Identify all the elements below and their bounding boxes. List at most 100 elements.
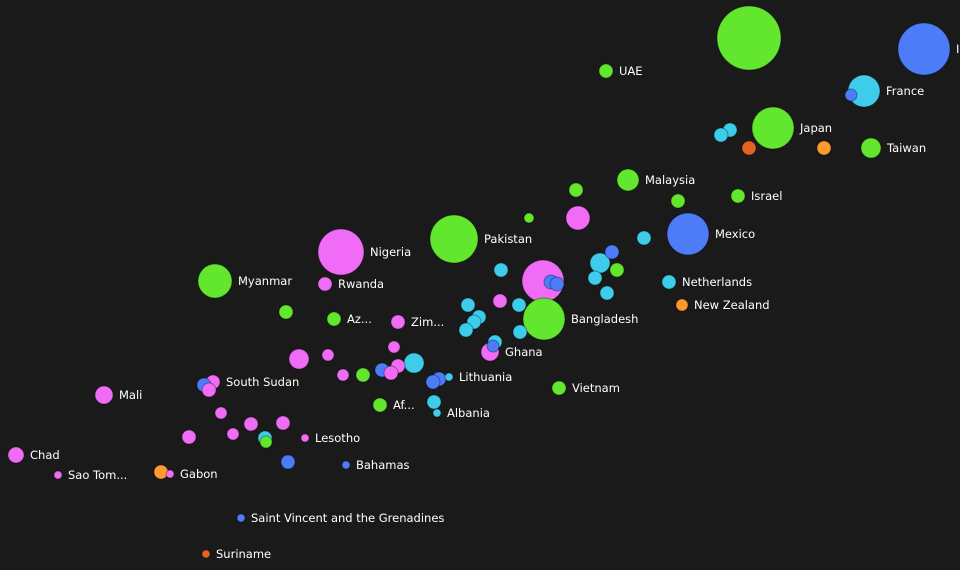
bubble-point-74[interactable]	[259, 435, 273, 449]
bubble-point-49[interactable]	[288, 348, 310, 370]
bubble-point-15[interactable]	[565, 205, 591, 231]
bubble-point-22[interactable]	[589, 252, 611, 274]
bubble-label-mexico: Mexico	[715, 227, 755, 241]
bubble-label-saint-vincent-and-the-grenadines: Saint Vincent and the Grenadines	[251, 511, 444, 525]
bubble-lesotho[interactable]	[300, 433, 310, 443]
bubble-bahamas[interactable]	[341, 460, 351, 470]
bubble-point-43[interactable]	[458, 322, 474, 338]
bubble-point-56[interactable]	[336, 368, 350, 382]
bubble-point-65[interactable]	[426, 394, 442, 410]
bubble-sao-tom[interactable]	[53, 470, 63, 480]
bubble-vietnam[interactable]	[551, 380, 567, 396]
bubble-japan[interactable]	[751, 106, 795, 150]
bubble-label-south-sudan: South Sudan	[226, 375, 299, 389]
bubble-saint-vincent-and-the-grenadines[interactable]	[236, 513, 246, 523]
bubble-label-chad: Chad	[30, 448, 60, 462]
bubble-point-9[interactable]	[816, 140, 832, 156]
bubble-mexico[interactable]	[666, 212, 710, 256]
bubble-point-24[interactable]	[493, 262, 509, 278]
bubble-myanmar[interactable]	[197, 263, 233, 299]
bubble-point-3[interactable]	[844, 88, 858, 102]
bubble-point-72[interactable]	[181, 429, 197, 445]
bubble-point-54[interactable]	[383, 365, 399, 381]
bubble-point-7[interactable]	[713, 127, 729, 143]
bubble-point-21[interactable]	[604, 244, 620, 260]
bubble-label-vietnam: Vietnam	[572, 381, 620, 395]
bubble-label-malaysia: Malaysia	[645, 173, 695, 187]
label-layer: India France UAE Japan Taiwan Malaysia Israel M…	[30, 42, 960, 561]
bubble-label-rwanda: Rwanda	[338, 277, 384, 291]
bubble-label-mali: Mali	[119, 388, 142, 402]
bubble-zim[interactable]	[390, 314, 406, 330]
bubble-label-bahamas: Bahamas	[356, 458, 410, 472]
bubble-albania[interactable]	[432, 408, 442, 418]
bubble-point-32[interactable]	[599, 285, 615, 301]
bubble-layer	[7, 5, 951, 559]
bubble-label-az: Az...	[347, 312, 372, 326]
bubble-point-44[interactable]	[512, 324, 528, 340]
bubble-rwanda[interactable]	[317, 276, 333, 292]
bubble-pakistan[interactable]	[429, 214, 479, 264]
bubble-point-37[interactable]	[278, 304, 294, 320]
bubble-taiwan[interactable]	[860, 137, 882, 159]
bubble-label-albania: Albania	[447, 406, 490, 420]
bubble-mali[interactable]	[94, 385, 114, 405]
bubble-bangladesh[interactable]	[522, 297, 566, 341]
bubble-label-gabon: Gabon	[180, 467, 218, 481]
bubble-label-nigeria: Nigeria	[370, 245, 411, 259]
bubble-point-50[interactable]	[321, 348, 335, 362]
bubble-point-80[interactable]	[153, 464, 169, 480]
bubble-label-lesotho: Lesotho	[315, 431, 360, 445]
bubble-label-zim: Zim...	[411, 315, 444, 329]
bubble-label-israel: Israel	[751, 189, 782, 203]
bubble-lithuania[interactable]	[444, 372, 454, 382]
bubble-point-59[interactable]	[425, 374, 441, 390]
bubble-point-68[interactable]	[214, 406, 228, 420]
bubble-point-77[interactable]	[280, 454, 296, 470]
bubble-uae[interactable]	[598, 63, 614, 79]
bubble-point-51[interactable]	[403, 352, 425, 374]
bubble-india[interactable]	[897, 22, 951, 76]
bubble-point-36[interactable]	[511, 297, 527, 313]
bubble-az[interactable]	[326, 311, 342, 327]
bubble-malaysia[interactable]	[616, 168, 640, 192]
bubble-label-pakistan: Pakistan	[484, 232, 532, 246]
bubble-point-16[interactable]	[523, 212, 535, 224]
bubble-point-23[interactable]	[609, 262, 625, 278]
bubble-point-8[interactable]	[741, 140, 757, 156]
bubble-point-46[interactable]	[387, 340, 401, 354]
bubble-point-33[interactable]	[492, 293, 508, 309]
bubble-point-18[interactable]	[636, 230, 652, 246]
bubble-point-48[interactable]	[486, 339, 500, 353]
bubble-point-28[interactable]	[549, 276, 565, 292]
bubble-label-sao-tom: Sao Tom...	[68, 468, 127, 482]
bubble-point-69[interactable]	[243, 416, 259, 432]
bubble-point-70[interactable]	[275, 415, 291, 431]
bubble-netherlands[interactable]	[661, 274, 677, 290]
bubble-label-af: Af...	[393, 398, 415, 412]
bubble-label-lithuania: Lithuania	[459, 370, 512, 384]
bubble-label-taiwan: Taiwan	[886, 141, 926, 155]
bubble-label-suriname: Suriname	[216, 547, 271, 561]
bubble-new-zealand[interactable]	[675, 298, 689, 312]
bubble-point-0[interactable]	[716, 5, 782, 71]
bubble-gabon[interactable]	[165, 469, 175, 479]
bubble-point-55[interactable]	[355, 367, 371, 383]
bubble-label-new-zealand: New Zealand	[694, 298, 770, 312]
bubble-label-japan: Japan	[799, 121, 832, 135]
bubble-nigeria[interactable]	[317, 228, 365, 276]
bubble-point-71[interactable]	[226, 427, 240, 441]
bubble-point-35[interactable]	[460, 297, 476, 313]
bubble-point-62[interactable]	[201, 382, 217, 398]
bubble-suriname[interactable]	[201, 549, 211, 559]
bubble-af[interactable]	[372, 397, 388, 413]
bubble-point-14[interactable]	[670, 193, 686, 209]
bubble-point-25[interactable]	[587, 270, 603, 286]
bubble-point-12[interactable]	[568, 182, 584, 198]
bubble-label-ghana: Ghana	[505, 345, 543, 359]
bubble-israel[interactable]	[730, 188, 746, 204]
bubble-label-india: India	[956, 42, 960, 56]
bubble-chad[interactable]	[7, 446, 25, 464]
